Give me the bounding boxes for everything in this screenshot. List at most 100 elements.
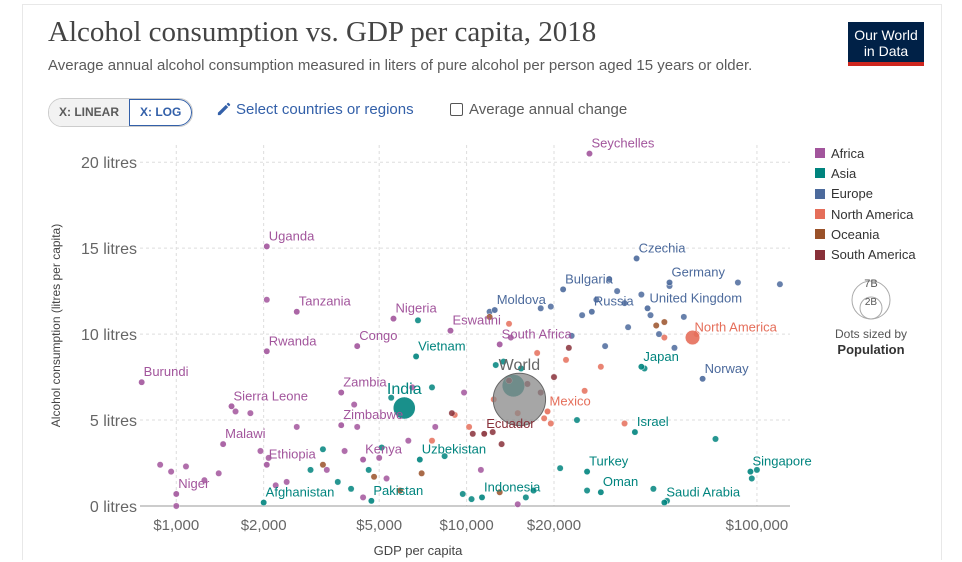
data-point	[605, 275, 613, 283]
data-point	[448, 409, 456, 417]
data-label: Seychelles	[591, 136, 654, 151]
data-point	[550, 373, 558, 381]
data-point	[601, 342, 609, 350]
x-log-option[interactable]: X: LOG	[129, 99, 193, 126]
data-point	[283, 478, 291, 486]
data-point	[201, 476, 208, 484]
data-point	[465, 423, 473, 431]
data-point	[365, 466, 373, 474]
data-point	[246, 409, 254, 417]
select-countries-button[interactable]: Select countries or regions	[216, 101, 414, 118]
x-axis-title: GDP per capita	[374, 543, 463, 558]
data-point	[621, 420, 628, 427]
data-point-afghanistan	[260, 499, 268, 507]
data-point	[540, 414, 548, 422]
data-label: Kenya	[365, 442, 403, 457]
x-scale-toggle[interactable]: X: LINEAR X: LOG	[48, 98, 194, 127]
data-point	[568, 332, 576, 340]
data-point	[263, 296, 271, 304]
average-change-label: Average annual change	[469, 101, 628, 118]
data-label: Nigeria	[395, 301, 437, 316]
data-point	[477, 466, 485, 474]
data-label: Mexico	[550, 393, 591, 408]
legend-item[interactable]: South America	[815, 244, 916, 264]
data-point	[655, 330, 663, 338]
data-label: Japan	[643, 349, 678, 364]
data-point	[753, 466, 761, 474]
data-point-uzbekistan	[416, 456, 424, 464]
data-point	[660, 334, 668, 341]
data-label: Oman	[603, 474, 638, 489]
legend-item[interactable]: Oceania	[815, 224, 916, 244]
data-point	[272, 481, 280, 489]
data-point	[776, 280, 784, 288]
data-label: Zimbabwe	[343, 407, 403, 422]
data-point-japan	[637, 363, 645, 371]
y-tick-label: 20 litres	[81, 155, 137, 172]
data-point-eswatini	[447, 327, 454, 335]
legend-swatch	[815, 209, 825, 220]
data-point	[712, 435, 719, 443]
data-point	[748, 475, 756, 482]
legend-label: Asia	[831, 165, 857, 181]
data-point	[593, 296, 600, 304]
data-label: Israel	[637, 414, 669, 429]
data-point	[650, 485, 657, 493]
data-label: World	[499, 357, 541, 374]
data-point	[347, 485, 355, 493]
data-point	[468, 495, 475, 503]
data-label: Pakistan	[373, 483, 423, 498]
data-point-pakistan	[367, 497, 375, 505]
region-legend: Africa Asia Europe North America Oceania Sout…	[815, 143, 916, 265]
data-point	[414, 316, 422, 324]
data-label: Ethiopia	[269, 447, 317, 462]
data-point-nigeria	[390, 315, 397, 323]
data-point	[469, 430, 477, 438]
data-point	[613, 287, 621, 295]
data-point-seychelles	[586, 150, 593, 158]
data-point-ethiopia	[263, 461, 271, 469]
data-point-vietnam	[412, 352, 420, 360]
chart-title: Alcohol consumption vs. GDP per capita, …	[48, 16, 597, 48]
data-point	[156, 461, 164, 469]
data-point	[319, 461, 327, 469]
x-linear-option[interactable]: X: LINEAR	[49, 99, 129, 126]
data-point	[573, 416, 581, 424]
average-change-toggle[interactable]: Average annual change	[450, 101, 627, 118]
data-point	[418, 469, 426, 477]
legend-item[interactable]: Asia	[815, 163, 916, 183]
legend-swatch	[815, 148, 825, 159]
data-label: Tanzania	[299, 294, 352, 309]
x-tick-label: $10,000	[439, 517, 493, 534]
legend-item[interactable]: Europe	[815, 184, 916, 204]
data-point-india	[392, 396, 416, 420]
data-point	[353, 423, 361, 431]
data-point	[517, 365, 525, 372]
data-point	[637, 291, 645, 298]
data-point	[489, 428, 497, 436]
data-label: Vietnam	[418, 338, 465, 353]
data-point-north-america	[684, 329, 701, 346]
legend-item[interactable]: Africa	[815, 143, 916, 163]
data-point	[597, 363, 605, 371]
data-point-turkey	[583, 468, 591, 476]
data-point	[172, 502, 180, 510]
data-point	[505, 320, 513, 328]
data-point-russia	[588, 308, 596, 316]
data-point	[492, 361, 500, 369]
size-legend-caption: Dots sized by Population	[834, 327, 908, 357]
data-point	[428, 437, 436, 445]
data-point	[387, 394, 395, 402]
owid-logo[interactable]: Our World in Data	[848, 22, 924, 66]
x-tick-label: $20,000	[527, 517, 581, 534]
legend-label: Oceania	[831, 226, 880, 242]
data-point-kenya	[359, 456, 367, 464]
data-point-zimbabwe	[337, 421, 345, 429]
data-point	[537, 304, 545, 312]
data-point	[232, 408, 239, 415]
data-point	[565, 344, 573, 352]
data-point	[319, 445, 327, 453]
y-tick-label: 10 litres	[81, 327, 137, 344]
legend-item[interactable]: North America	[815, 204, 916, 224]
average-change-checkbox[interactable]	[450, 103, 463, 116]
